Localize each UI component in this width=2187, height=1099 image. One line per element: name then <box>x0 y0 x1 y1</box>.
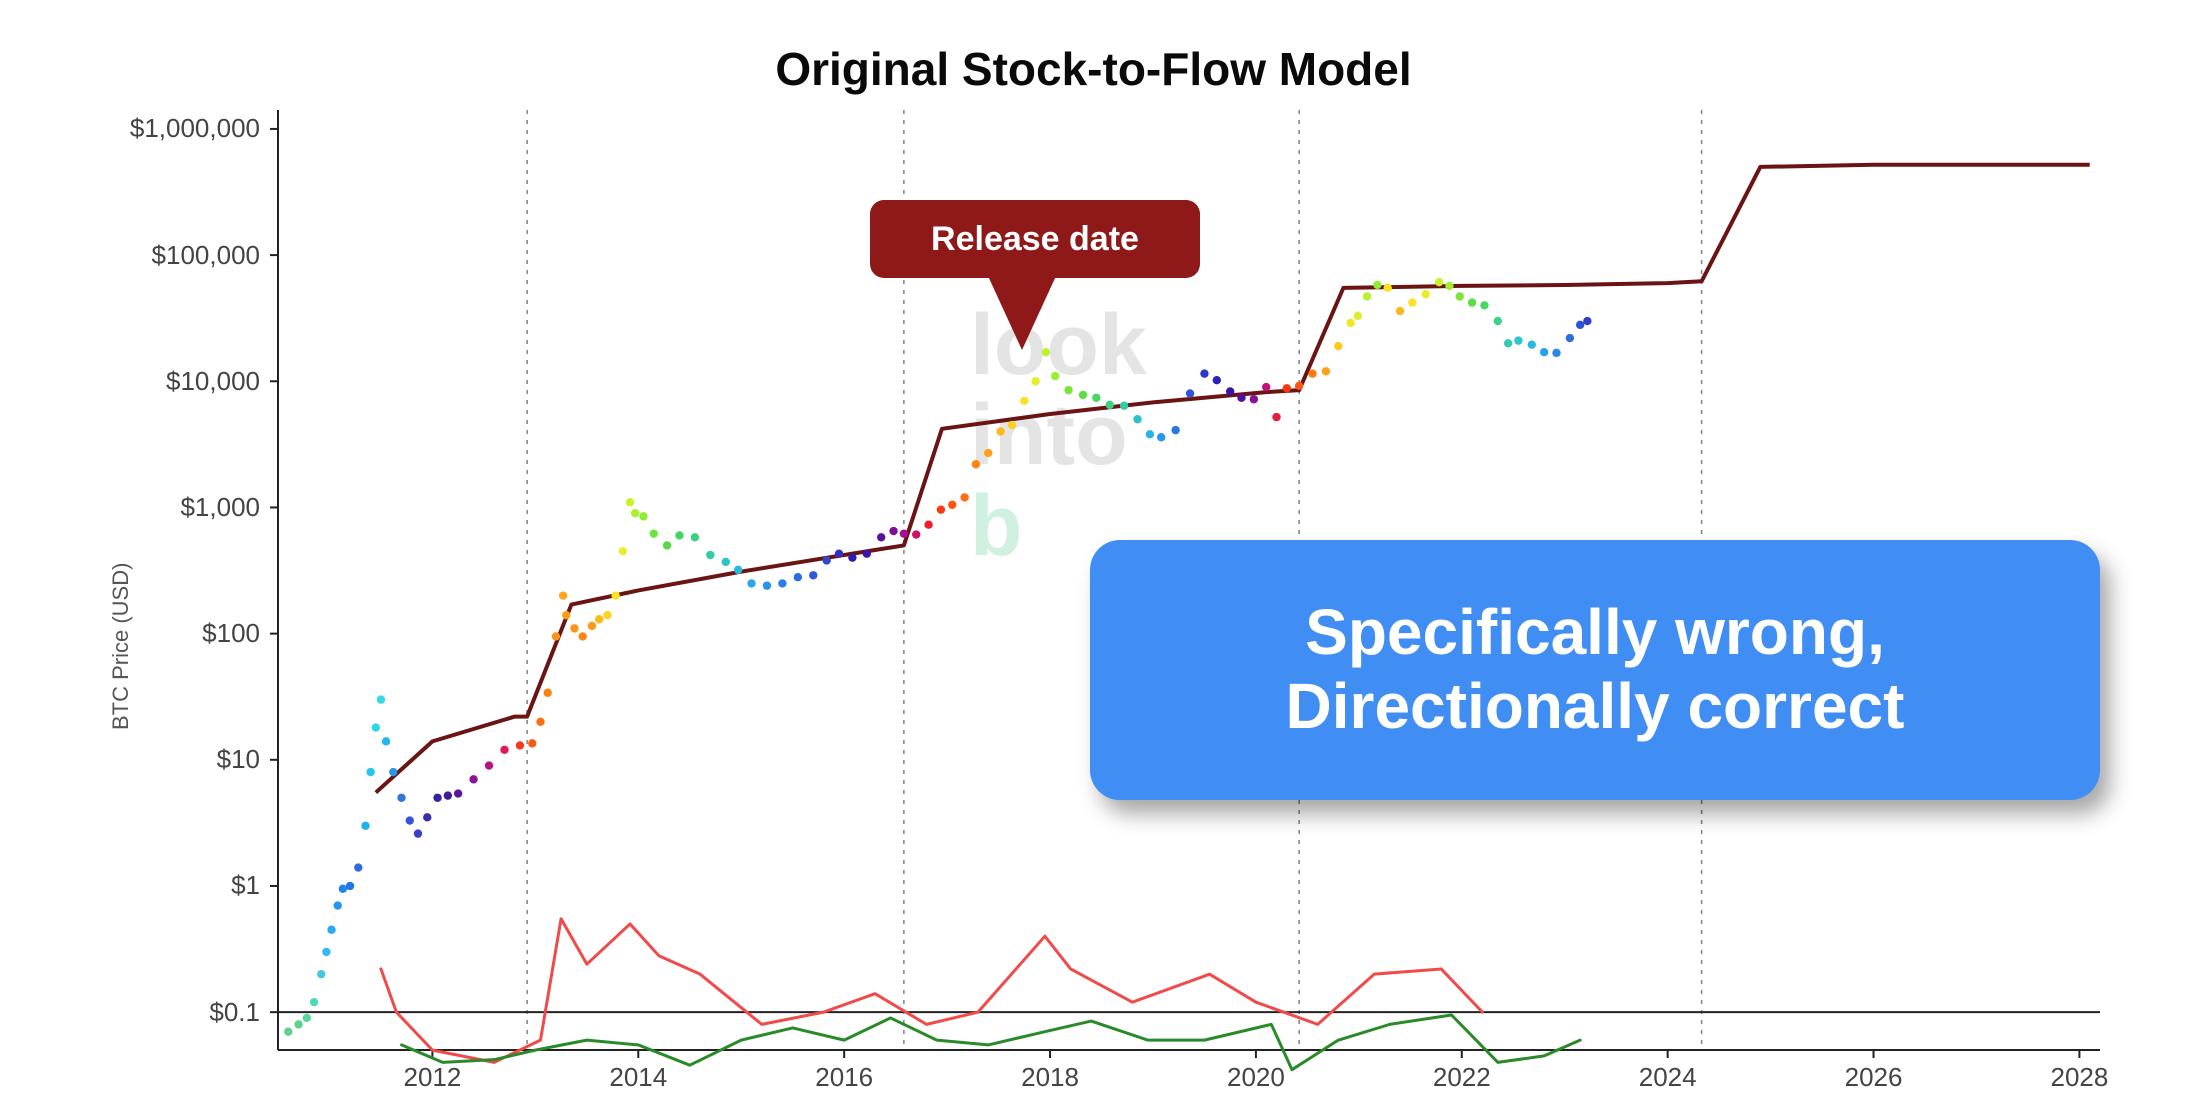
annotation-line2: Directionally correct <box>1286 670 1905 744</box>
annotation-overlay: Specifically wrong, Directionally correc… <box>1090 540 2100 800</box>
annotation-line1: Specifically wrong, <box>1305 596 1885 670</box>
release-date-callout-tail <box>988 276 1056 350</box>
release-date-label: Release date <box>931 220 1139 259</box>
chart-frame: Original Stock-to-Flow Model BTC Price (… <box>0 0 2187 1099</box>
release-date-callout: Release date <box>870 200 1200 278</box>
